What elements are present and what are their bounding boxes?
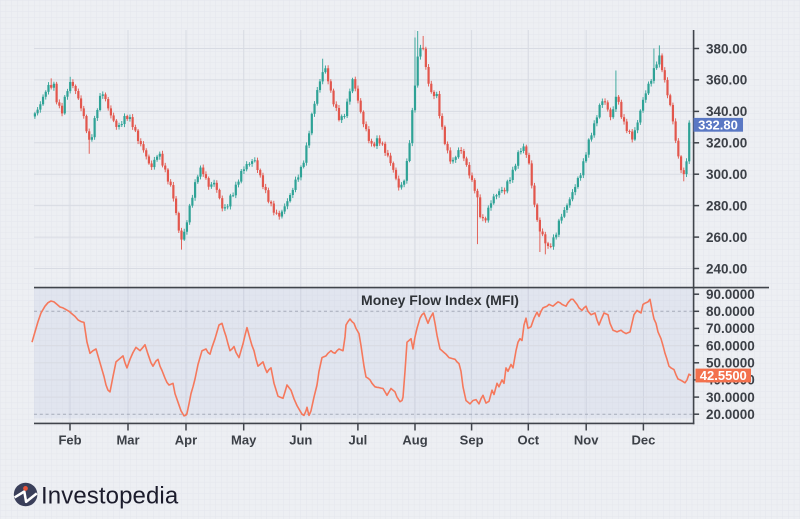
svg-text:Aug: Aug [402,433,427,448]
svg-text:Money Flow Index (MFI): Money Flow Index (MFI) [361,292,519,308]
svg-text:Oct: Oct [517,433,539,448]
svg-text:Apr: Apr [175,433,197,448]
svg-text:70.0000: 70.0000 [706,321,755,336]
svg-text:60.0000: 60.0000 [706,338,755,353]
svg-text:340.00: 340.00 [706,104,747,119]
svg-text:240.00: 240.00 [706,261,747,276]
svg-text:332.80: 332.80 [698,117,738,132]
svg-text:380.00: 380.00 [706,41,747,56]
svg-text:Sep: Sep [460,433,484,448]
svg-text:20.0000: 20.0000 [706,407,755,422]
svg-text:Dec: Dec [631,433,655,448]
svg-text:80.0000: 80.0000 [706,304,755,319]
svg-text:May: May [231,433,257,448]
svg-text:42.5500: 42.5500 [700,368,747,383]
svg-text:280.00: 280.00 [706,198,747,213]
svg-text:Jul: Jul [349,433,368,448]
svg-text:260.00: 260.00 [706,230,747,245]
svg-text:Investopedia: Investopedia [41,482,179,509]
svg-text:50.0000: 50.0000 [706,356,755,371]
svg-text:Mar: Mar [116,433,139,448]
svg-text:30.0000: 30.0000 [706,390,755,405]
svg-text:360.00: 360.00 [706,73,747,88]
svg-text:Jun: Jun [289,433,312,448]
svg-text:320.00: 320.00 [706,136,747,151]
svg-text:90.0000: 90.0000 [706,287,755,302]
svg-text:Feb: Feb [58,433,81,448]
svg-text:300.00: 300.00 [706,167,747,182]
svg-text:Nov: Nov [574,433,599,448]
